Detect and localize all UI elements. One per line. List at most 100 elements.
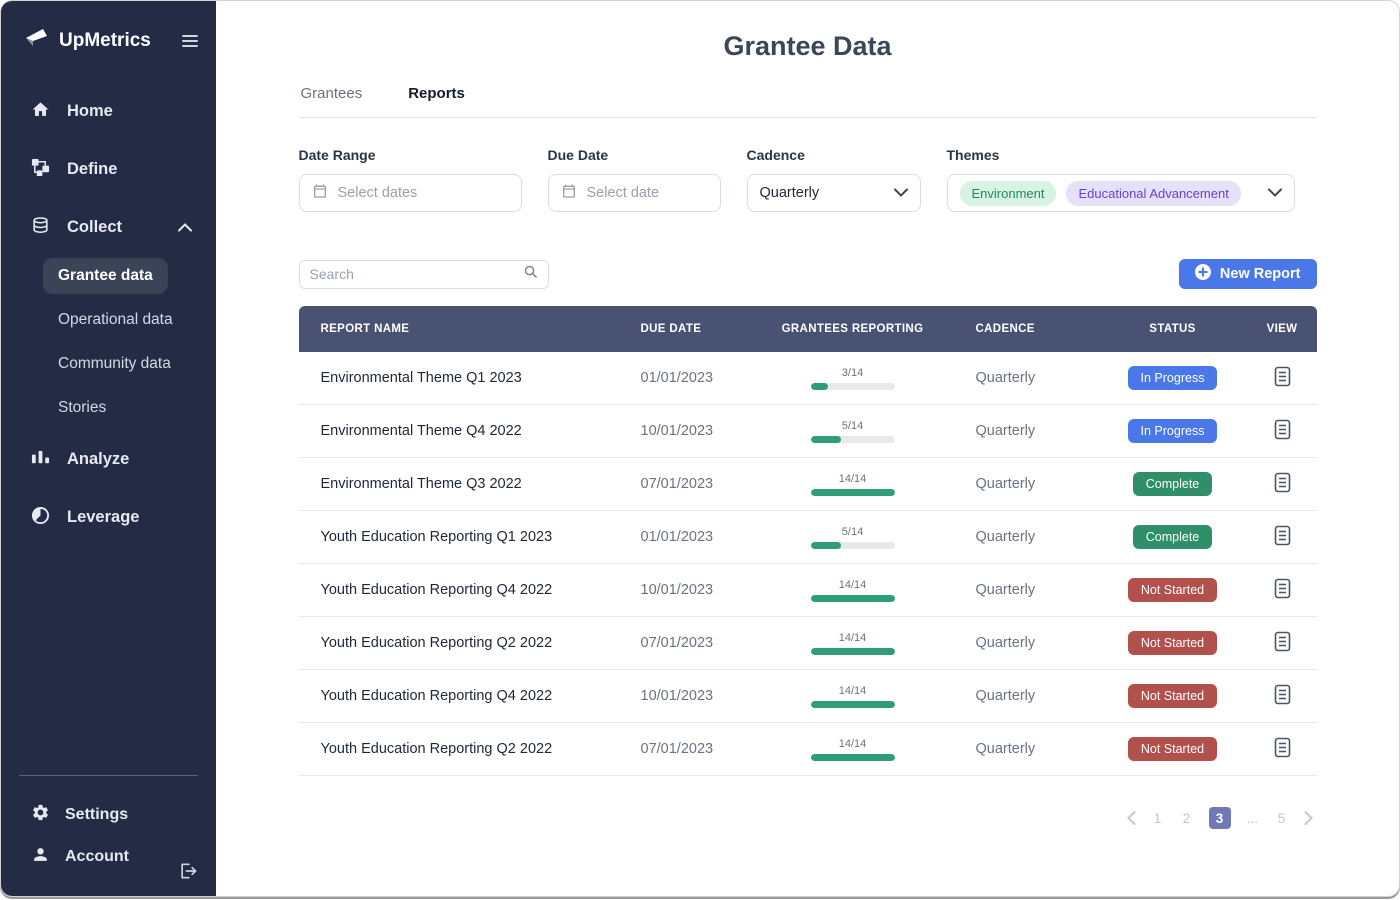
- page-button-1[interactable]: 1: [1153, 810, 1162, 826]
- column-header-status: STATUS: [1149, 323, 1196, 335]
- view-cell: [1248, 364, 1317, 392]
- view-report-button[interactable]: [1272, 682, 1293, 710]
- sidebar-nav: Home Define: [1, 98, 216, 531]
- pagination: 1 2 3 ... 5: [299, 807, 1317, 829]
- sidebar-divider: [19, 775, 198, 776]
- column-header-grantees-reporting: GRANTEES REPORTING: [781, 323, 924, 335]
- sidebar-item-label: Account: [65, 848, 129, 865]
- hamburger-menu-icon[interactable]: [182, 34, 198, 47]
- column-header-report-name: REPORT NAME: [320, 323, 410, 335]
- person-icon: [31, 845, 50, 869]
- grantees-reporting-cell: 5/14: [763, 420, 943, 443]
- collect-submenu: Grantee data Operational data Community …: [1, 258, 216, 426]
- tab-bar: Grantees Reports: [298, 85, 1317, 118]
- cadence-select[interactable]: Quarterly: [746, 174, 921, 212]
- page-button-3-active[interactable]: 3: [1208, 807, 1231, 829]
- sidebar-subitem-stories[interactable]: Stories: [58, 399, 107, 416]
- sidebar-item-home[interactable]: Home: [1, 98, 216, 125]
- table-row: Youth Education Reporting Q4 2022 10/01/…: [298, 670, 1317, 723]
- bar-chart-icon: [31, 448, 50, 472]
- sidebar-item-analyze[interactable]: Analyze: [1, 446, 216, 473]
- status-badge: Not Started: [1127, 578, 1218, 602]
- progress-label: 5/14: [841, 419, 864, 432]
- date-range-placeholder: Select dates: [337, 185, 418, 201]
- grantees-reporting-cell: 3/14: [763, 367, 943, 390]
- sidebar-item-account[interactable]: Account: [1, 844, 216, 870]
- search-icon: [523, 264, 538, 284]
- table-row: Environmental Theme Q3 2022 07/01/2023 1…: [298, 458, 1317, 511]
- grantees-reporting-cell: 5/14: [763, 526, 943, 549]
- view-report-button[interactable]: [1272, 417, 1293, 445]
- cadence-cell: Quarterly: [975, 635, 1036, 651]
- view-report-button[interactable]: [1272, 576, 1293, 604]
- grantees-reporting-cell: 14/14: [763, 685, 943, 708]
- progress-label: 14/14: [838, 631, 867, 644]
- table-body: Environmental Theme Q1 2023 01/01/2023 3…: [298, 352, 1317, 776]
- progress-label: 14/14: [838, 578, 867, 591]
- sidebar-item-leverage[interactable]: Leverage: [1, 504, 216, 531]
- due-date-cell: 10/01/2023: [640, 582, 714, 598]
- filter-label: Date Range: [298, 147, 376, 163]
- next-page-icon[interactable]: [1304, 811, 1313, 825]
- due-date-cell: 10/01/2023: [640, 423, 714, 439]
- view-report-button[interactable]: [1272, 735, 1293, 763]
- progress-bar-track: [810, 488, 895, 496]
- theme-chip-educational-advancement[interactable]: Educational Advancement: [1066, 180, 1241, 206]
- page-button-2[interactable]: 2: [1182, 810, 1191, 826]
- view-report-button[interactable]: [1272, 629, 1293, 657]
- logo-row: UpMetrics: [1, 1, 216, 54]
- progress-bar-track: [810, 435, 895, 443]
- previous-page-icon[interactable]: [1126, 811, 1136, 825]
- status-badge: Not Started: [1127, 631, 1218, 655]
- filter-date-range: Date Range Select dates: [298, 147, 522, 212]
- theme-chip-environment[interactable]: Environment: [959, 180, 1057, 206]
- sidebar-subitem-community-data[interactable]: Community data: [58, 355, 171, 372]
- progress-bar-fill: [810, 541, 841, 549]
- sidebar-item-collect[interactable]: Collect: [1, 214, 216, 241]
- sidebar-item-settings[interactable]: Settings: [1, 802, 216, 828]
- due-date-cell: 07/01/2023: [640, 476, 714, 492]
- database-icon: [31, 216, 50, 240]
- sidebar-subitem-grantee-data[interactable]: Grantee data: [43, 258, 168, 294]
- status-cell: Not Started: [1098, 684, 1248, 708]
- report-name-cell: Environmental Theme Q4 2022: [320, 423, 522, 439]
- view-report-button[interactable]: [1272, 470, 1293, 498]
- report-name-cell: Youth Education Reporting Q4 2022: [320, 582, 553, 598]
- grantees-reporting-cell: 14/14: [763, 579, 943, 602]
- pie-circle-icon: [31, 506, 50, 530]
- cadence-value: Quarterly: [759, 185, 820, 201]
- sidebar-subitem-operational-data[interactable]: Operational data: [58, 311, 173, 328]
- view-cell: [1248, 417, 1317, 445]
- table-row: Youth Education Reporting Q2 2022 07/01/…: [298, 723, 1317, 776]
- date-range-input[interactable]: Select dates: [298, 174, 522, 212]
- search-input[interactable]: [309, 266, 515, 282]
- report-name-cell: Youth Education Reporting Q2 2022: [320, 741, 553, 757]
- filter-label: Due Date: [547, 147, 609, 163]
- cadence-cell: Quarterly: [975, 741, 1036, 757]
- new-report-label: New Report: [1219, 266, 1301, 282]
- page-button-5[interactable]: 5: [1277, 810, 1286, 826]
- chevron-up-icon: [178, 218, 192, 237]
- new-report-button[interactable]: New Report: [1178, 259, 1317, 289]
- tab-reports[interactable]: Reports: [408, 85, 465, 102]
- cadence-cell: Quarterly: [975, 582, 1036, 598]
- progress-bar-track: [810, 647, 895, 655]
- progress-bar-track: [810, 753, 895, 761]
- progress-bar-fill: [810, 700, 895, 708]
- progress-bar-track: [810, 594, 895, 602]
- view-report-button[interactable]: [1272, 364, 1293, 392]
- logout-icon[interactable]: [174, 857, 202, 890]
- grantees-reporting-cell: 14/14: [763, 632, 943, 655]
- themes-select[interactable]: Environment Educational Advancement: [946, 174, 1295, 212]
- status-cell: Complete: [1098, 525, 1248, 549]
- sidebar-item-define[interactable]: Define: [1, 156, 216, 183]
- view-report-button[interactable]: [1272, 523, 1293, 551]
- cadence-cell: Quarterly: [975, 688, 1036, 704]
- gear-icon: [31, 803, 50, 827]
- progress-label: 14/14: [838, 472, 867, 485]
- tab-grantees[interactable]: Grantees: [300, 85, 363, 102]
- progress-bar-track: [810, 700, 895, 708]
- due-date-input[interactable]: Select date: [547, 174, 721, 212]
- filter-themes: Themes Environment Educational Advanceme…: [946, 147, 1295, 212]
- sidebar-item-label: Define: [67, 160, 118, 178]
